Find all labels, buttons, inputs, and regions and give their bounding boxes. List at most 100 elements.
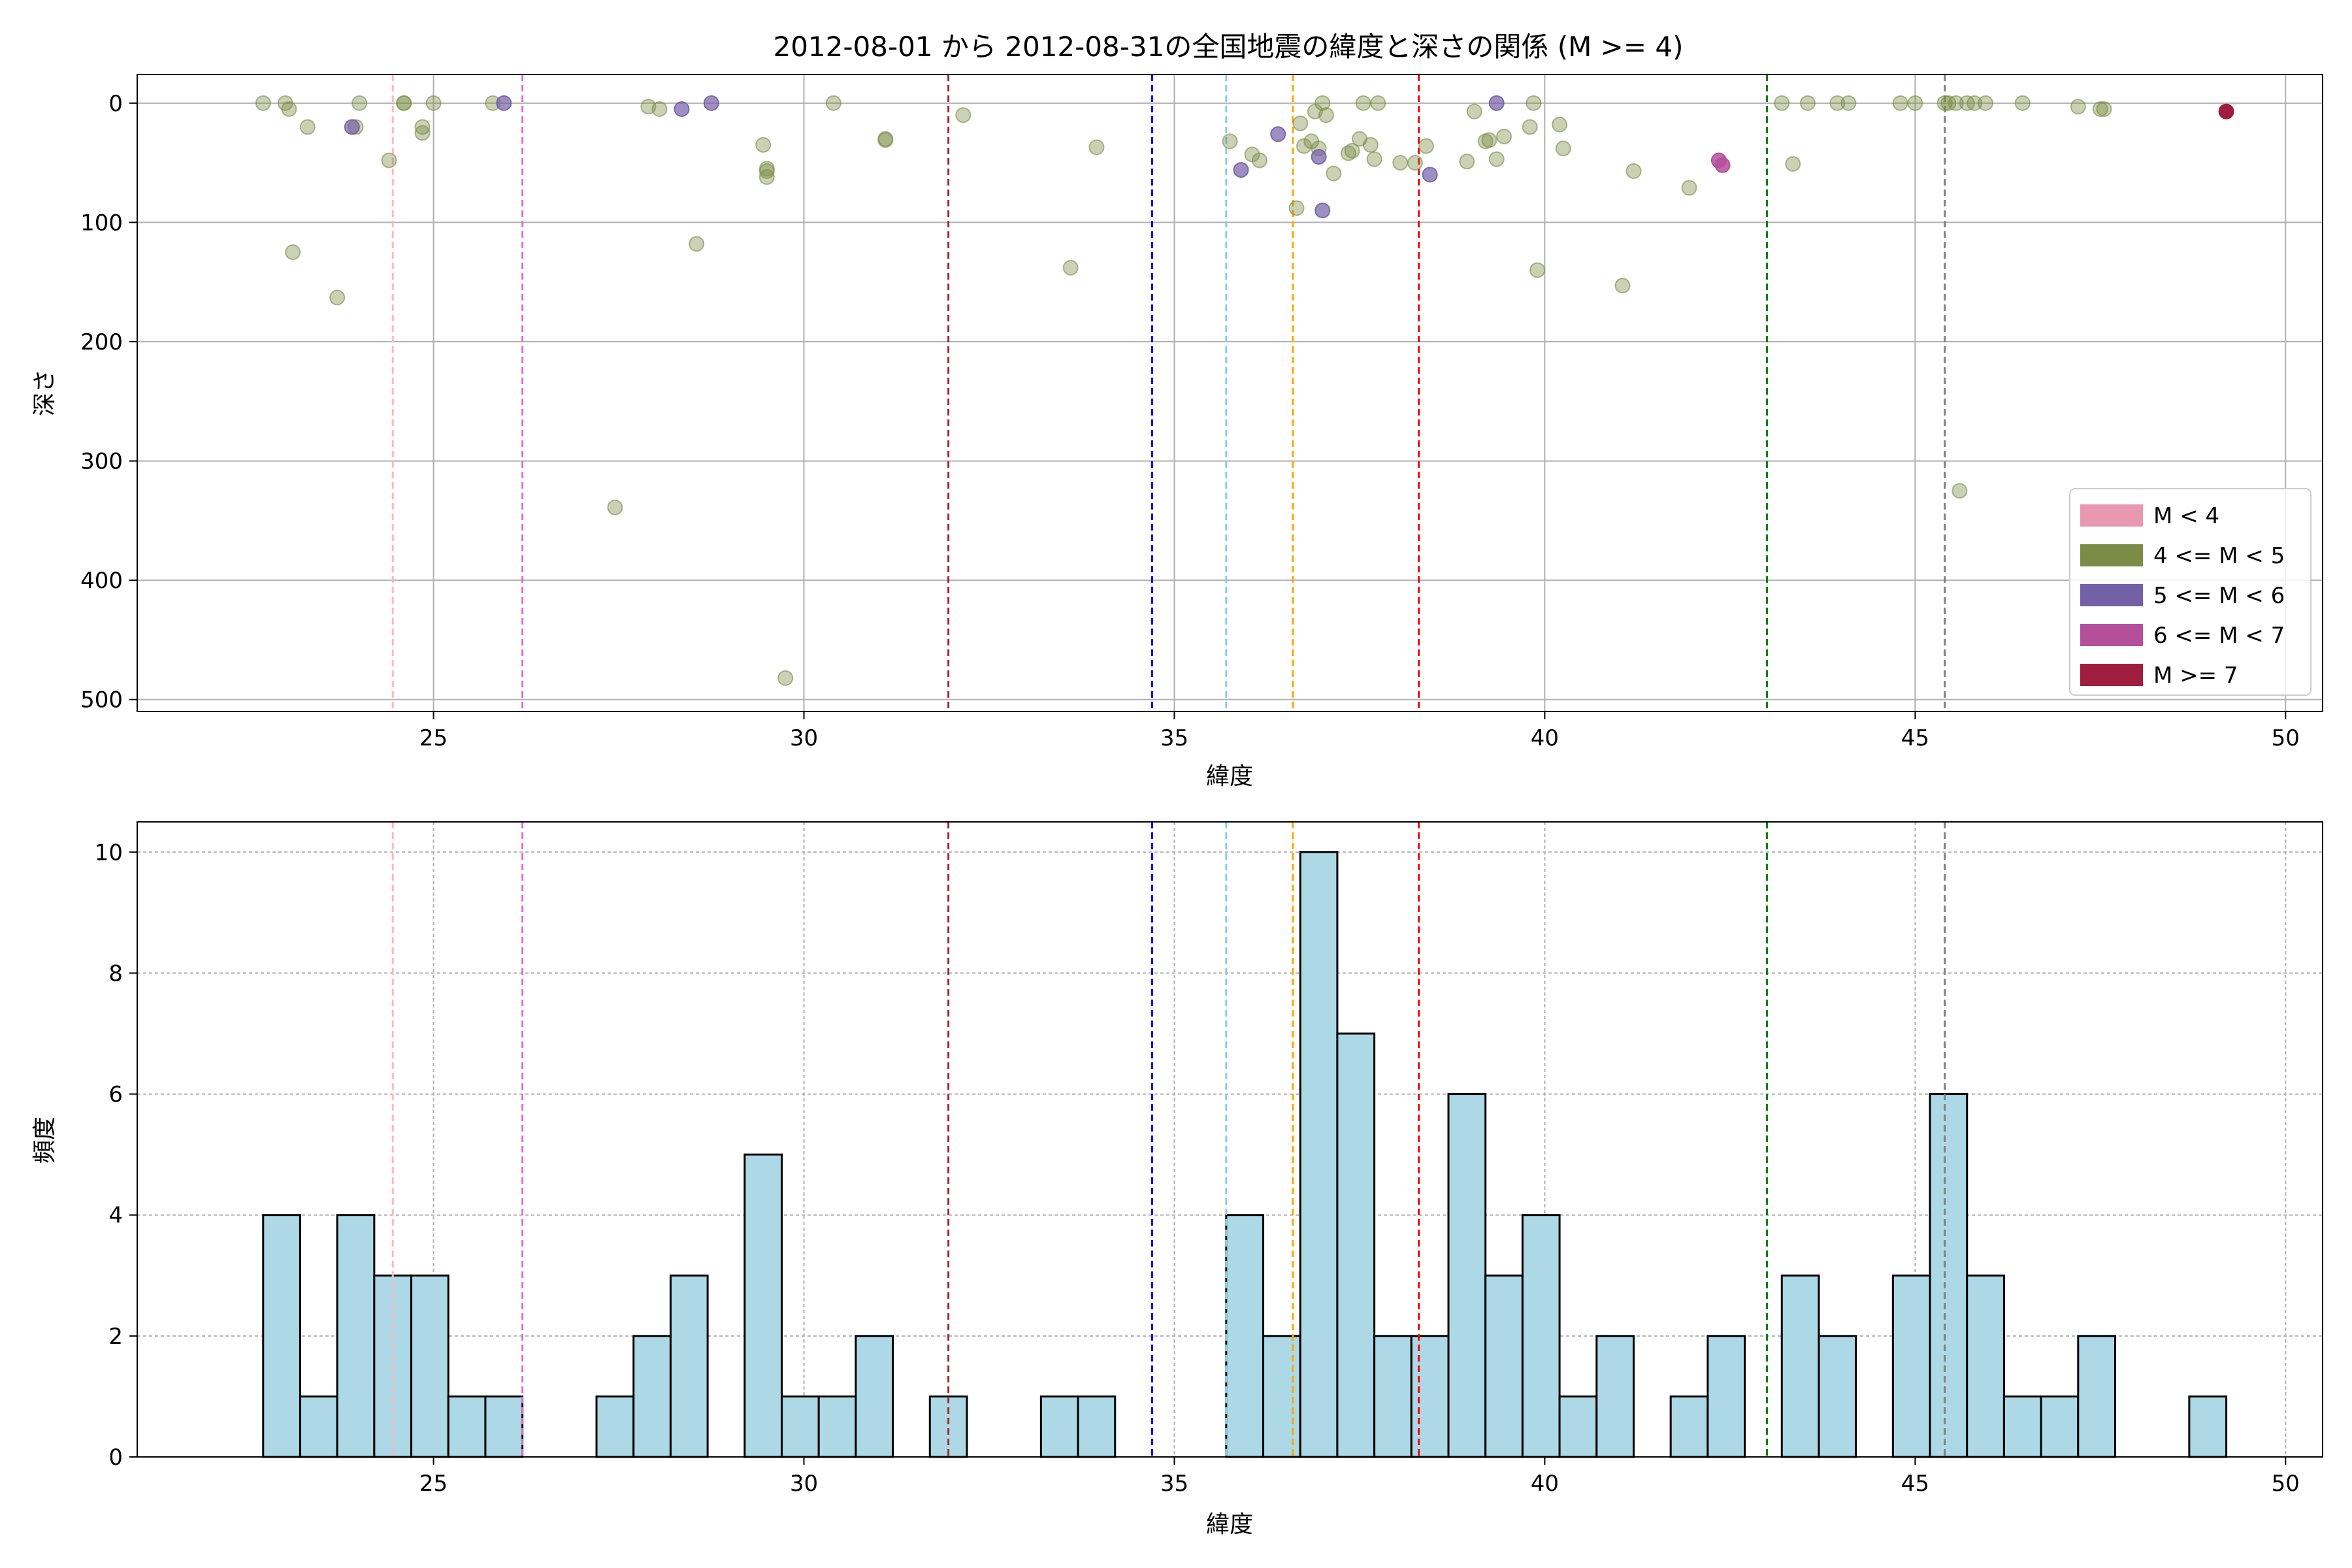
scatter-point — [1892, 95, 1908, 111]
histogram-bar — [928, 1395, 968, 1458]
histogram-bar — [632, 1335, 672, 1458]
scatter-point — [1522, 119, 1538, 135]
histogram-y-tick-label: 8 — [108, 960, 123, 987]
scatter-point — [1466, 103, 1482, 120]
histogram-x-tick-label: 35 — [1160, 1471, 1188, 1497]
scatter-point — [1315, 203, 1331, 219]
scatter-point — [1681, 180, 1697, 196]
histogram-bar — [1336, 1032, 1376, 1458]
histogram-bar — [2077, 1335, 2117, 1458]
chart-title: 2012-08-01 から 2012-08-31の全国地震の緯度と深さの関係 (… — [773, 31, 1683, 63]
scatter-point — [1392, 155, 1409, 171]
scatter-point — [1785, 155, 1801, 172]
scatter-point — [1936, 95, 1953, 111]
legend-label: M >= 7 — [2153, 662, 2238, 689]
scatter-point — [1948, 95, 1964, 111]
scatter-point — [1270, 126, 1286, 142]
scatter-point — [1344, 142, 1360, 159]
histogram-bar — [410, 1274, 449, 1458]
histogram-bar — [1521, 1214, 1561, 1458]
scatter-legend: M < 4 4 <= M < 5 5 <= M < 6 6 <= M < 7 M >= … — [2069, 488, 2311, 696]
scatter-x-tick-label: 35 — [1160, 725, 1188, 751]
scatter-frame — [137, 74, 2323, 712]
scatter-x-tick-label: 45 — [1901, 725, 1929, 751]
histogram-bar — [743, 1153, 783, 1458]
scatter-point — [1407, 155, 1423, 171]
legend-swatch — [2080, 664, 2143, 686]
scatter-point — [1952, 483, 1968, 499]
histogram-bar — [1780, 1274, 1820, 1458]
scatter-point — [1840, 95, 1857, 111]
scatter-point — [1315, 95, 1331, 111]
histogram-bar — [1077, 1395, 1117, 1458]
legend-label: M < 4 — [2153, 503, 2219, 529]
scatter-point — [1967, 95, 1983, 111]
scatter-point — [1288, 200, 1305, 216]
histogram-x-tick-label: 25 — [419, 1471, 448, 1497]
scatter-point — [1362, 137, 1379, 153]
scatter-point — [1488, 151, 1505, 167]
scatter-point — [381, 152, 397, 169]
histogram-bar — [1484, 1274, 1524, 1458]
scatter-point — [1251, 152, 1267, 169]
scatter-point — [351, 95, 368, 111]
scatter-point — [1552, 116, 1568, 133]
scatter-point — [1062, 259, 1079, 276]
scatter-point — [759, 169, 775, 186]
scatter-reference-lines — [391, 74, 1946, 711]
histogram-bar — [262, 1214, 301, 1458]
scatter-point — [1418, 138, 1434, 154]
histogram-bar — [1929, 1093, 1968, 1458]
histogram-bar — [484, 1395, 524, 1458]
histogram-bar — [669, 1274, 709, 1458]
scatter-point — [496, 95, 512, 111]
histogram-bar — [2188, 1395, 2228, 1458]
histogram-bar — [1262, 1335, 1301, 1458]
scatter-point — [607, 499, 623, 515]
scatter-x-tick-label: 50 — [2272, 725, 2300, 751]
scatter-x-tick-label: 25 — [419, 725, 448, 751]
histogram-bar — [336, 1214, 376, 1458]
scatter-point — [396, 95, 412, 111]
legend-label: 4 <= M < 5 — [2153, 543, 2285, 569]
scatter-point — [344, 119, 360, 135]
histogram-y-tick-label: 4 — [108, 1203, 123, 1229]
scatter-point — [1326, 165, 1342, 182]
scatter-point — [1907, 95, 1923, 111]
scatter-point — [1529, 262, 1546, 278]
scatter-point — [1355, 95, 1371, 111]
histogram-x-tick-label: 45 — [1901, 1471, 1929, 1497]
histogram-bar — [595, 1395, 635, 1458]
scatter-plot-area — [137, 74, 2323, 711]
histogram-bar — [1039, 1395, 1079, 1458]
histogram-bar — [1669, 1395, 1709, 1458]
scatter-points — [255, 95, 2234, 686]
scatter-point — [1311, 148, 1327, 165]
histogram-frame — [137, 821, 2323, 1458]
histogram-bar — [1891, 1274, 1931, 1458]
scatter-point — [1555, 140, 1571, 157]
scatter-point — [1233, 162, 1249, 178]
scatter-y-tick-label: 500 — [80, 687, 123, 713]
scatter-y-tick-label: 300 — [80, 449, 123, 475]
scatter-point — [1366, 151, 1382, 167]
scatter-point — [329, 289, 346, 306]
scatter-point — [689, 236, 705, 252]
scatter-x-tick-label: 30 — [790, 725, 818, 751]
scatter-point — [674, 101, 690, 117]
scatter-point — [1799, 95, 1816, 111]
histogram-y-tick-label: 2 — [108, 1324, 123, 1350]
scatter-point — [1370, 95, 1386, 111]
scatter-point — [755, 137, 772, 153]
scatter-point — [425, 95, 442, 111]
histogram-bar — [855, 1335, 894, 1458]
histogram-bar — [1595, 1335, 1635, 1458]
histogram-y-tick-label: 6 — [108, 1082, 123, 1108]
scatter-point — [955, 107, 972, 123]
histogram-x-tick-label: 40 — [1531, 1471, 1559, 1497]
scatter-point — [1496, 128, 1512, 144]
scatter-point — [825, 95, 841, 111]
